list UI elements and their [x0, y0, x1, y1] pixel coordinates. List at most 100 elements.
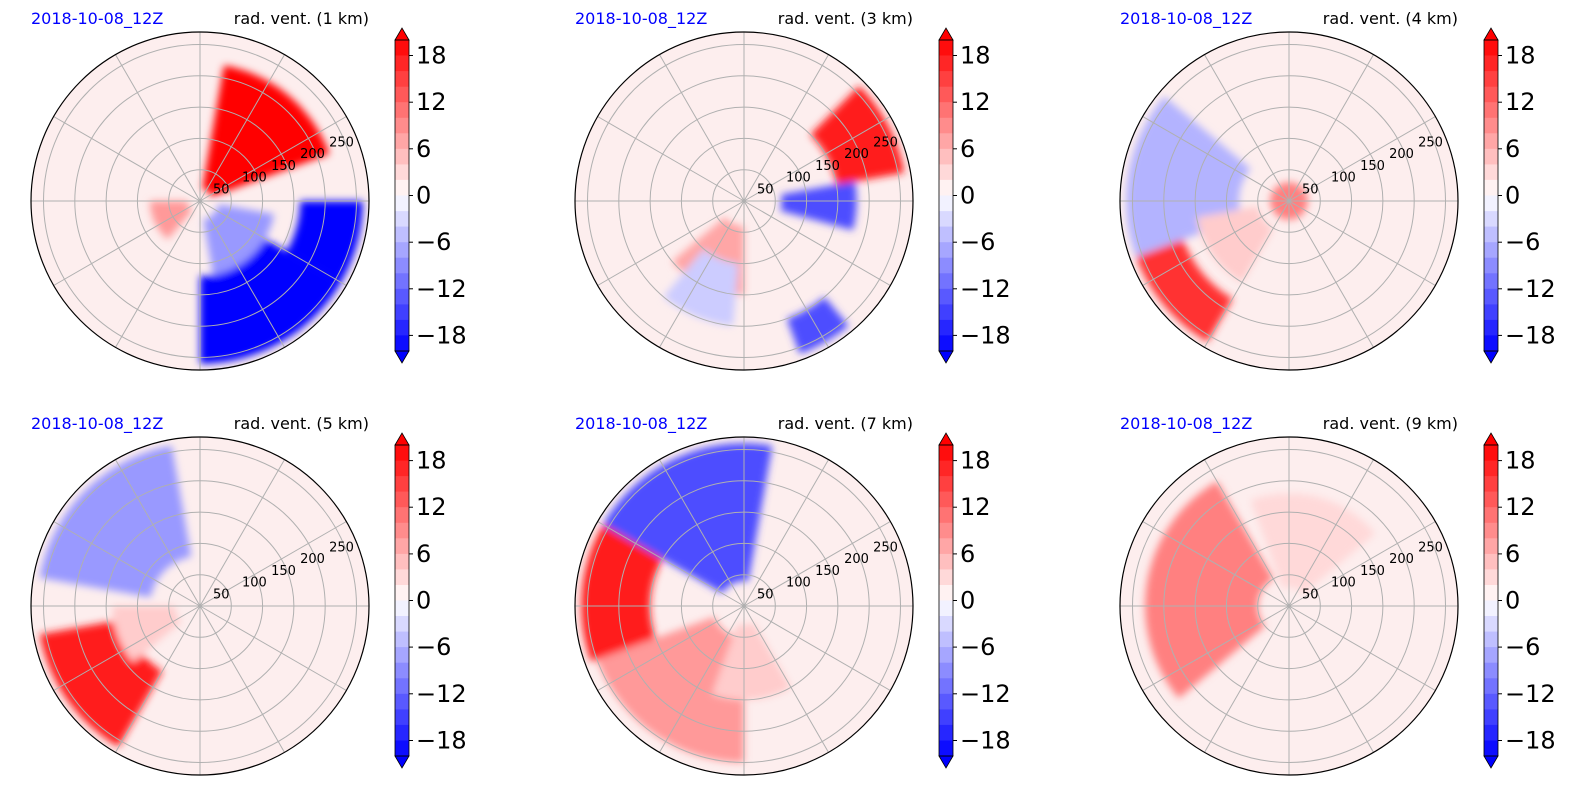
- colorbar-tick-label: 6: [1505, 135, 1520, 163]
- date-label: 2018-10-08_12Z: [31, 414, 163, 434]
- ring-label: 100: [1331, 576, 1356, 591]
- colorbar-band: [1484, 507, 1498, 524]
- colorbar-tick-label: −18: [1505, 321, 1556, 349]
- field-region-4: [663, 248, 739, 326]
- field-region-2: [581, 524, 663, 662]
- colorbar-band: [1484, 40, 1498, 56]
- ring-label: 50: [757, 587, 774, 602]
- colorbar-tick-label: 0: [1505, 182, 1520, 210]
- azimuth-spoke: [597, 521, 745, 607]
- colorbar: 18 12 6 0 −6 −12 −18: [938, 432, 1011, 769]
- colorbar-tick-label: 6: [416, 135, 431, 163]
- colorbar-band: [395, 257, 409, 274]
- colorbar-band: [939, 117, 953, 134]
- azimuth-spoke: [199, 54, 285, 202]
- colorbar-band: [395, 662, 409, 679]
- disk-outline: [30, 31, 370, 371]
- azimuth-spoke: [659, 54, 745, 202]
- colorbar-tick-label: −6: [1505, 633, 1540, 661]
- colorbar-band: [1484, 257, 1498, 274]
- colorbar-tick-label: 0: [960, 182, 975, 210]
- azimuth-spoke: [1288, 54, 1374, 202]
- colorbar-extend-max: [394, 27, 410, 41]
- colorbar-band: [1484, 102, 1498, 119]
- colorbar-band: [1484, 460, 1498, 477]
- colorbar-band: [1484, 693, 1498, 710]
- panel-title: rad. vent. (3 km): [778, 9, 913, 28]
- colorbar: 18 12 6 0 −6 −12 −18: [1483, 432, 1556, 769]
- colorbar-tick-label: 6: [960, 540, 975, 568]
- field-region-5: [786, 296, 849, 354]
- colorbar-band: [395, 553, 409, 570]
- colorbar-band: [395, 242, 409, 259]
- ring-label: 50: [757, 182, 774, 197]
- colorbar-band: [1484, 71, 1498, 88]
- colorbar-tick-label: 18: [1505, 42, 1536, 70]
- colorbar-band: [1484, 242, 1498, 259]
- colorbar-tick-label: 18: [960, 447, 991, 475]
- colorbar-band: [395, 40, 409, 56]
- colorbar-band: [395, 445, 409, 462]
- colorbar: 18 12 6 0 −6 −12 −18: [394, 432, 467, 769]
- panel-title: rad. vent. (4 km): [1323, 9, 1458, 28]
- azimuth-spoke: [1142, 200, 1290, 286]
- colorbar-band: [939, 288, 953, 305]
- colorbar-band: [939, 709, 953, 726]
- ring-label: 250: [329, 540, 354, 555]
- ring-label: 50: [213, 587, 230, 602]
- ring-label: 150: [1360, 159, 1385, 174]
- colorbar-extend-min: [1483, 350, 1499, 364]
- azimuth-spoke: [1288, 521, 1436, 607]
- colorbar-band: [1484, 288, 1498, 305]
- azimuth-spoke: [743, 521, 891, 607]
- ring-label: 150: [271, 564, 296, 579]
- azimuth-spoke: [743, 200, 829, 348]
- azimuth-spoke: [199, 521, 347, 607]
- colorbar-band: [939, 86, 953, 103]
- ring-label: 100: [786, 576, 811, 591]
- disk-outline: [574, 31, 914, 371]
- colorbar-band: [395, 538, 409, 555]
- colorbar-band: [1484, 319, 1498, 336]
- azimuth-spoke: [199, 200, 347, 286]
- azimuth-spoke: [743, 54, 829, 202]
- colorbar-band: [939, 507, 953, 524]
- colorbar-band: [1484, 273, 1498, 290]
- ring-label: 50: [213, 182, 230, 197]
- azimuth-spoke: [659, 200, 745, 348]
- colorbar-extend-min: [394, 755, 410, 769]
- field-region-1: [1145, 481, 1274, 699]
- colorbar-tick-label: −12: [960, 680, 1011, 708]
- colorbar-band: [1484, 445, 1498, 462]
- colorbar-band: [939, 647, 953, 664]
- field-region-3: [200, 238, 341, 364]
- azimuth-spoke: [659, 459, 745, 607]
- colorbar-band: [1484, 585, 1498, 601]
- colorbar-tick-label: 12: [960, 88, 991, 116]
- azimuth-spoke: [743, 200, 891, 286]
- colorbar-tick-label: −6: [416, 228, 451, 256]
- colorbar-band: [1484, 211, 1498, 228]
- azimuth-spoke: [1288, 200, 1374, 348]
- disk-outline: [1119, 436, 1459, 776]
- colorbar-band: [1484, 662, 1498, 679]
- ring-label: 200: [1389, 552, 1414, 567]
- colorbar-band: [1484, 569, 1498, 586]
- colorbar-band: [1484, 117, 1498, 134]
- colorbar-band: [395, 491, 409, 508]
- azimuth-spoke: [199, 605, 285, 753]
- azimuth-spoke: [597, 605, 745, 691]
- ring-label: 200: [844, 552, 869, 567]
- colorbar-extend-min: [1483, 755, 1499, 769]
- colorbar-band: [395, 709, 409, 726]
- colorbar-band: [395, 616, 409, 633]
- colorbar-band: [1484, 148, 1498, 165]
- ring-label: 250: [873, 540, 898, 555]
- colorbar-band: [939, 460, 953, 477]
- colorbar: 18 12 6 0 −6 −12 −18: [938, 27, 1011, 364]
- colorbar-band: [939, 133, 953, 150]
- colorbar: 18 12 6 0 −6 −12 −18: [1483, 27, 1556, 364]
- ring-label: 150: [271, 159, 296, 174]
- colorbar-band: [939, 257, 953, 274]
